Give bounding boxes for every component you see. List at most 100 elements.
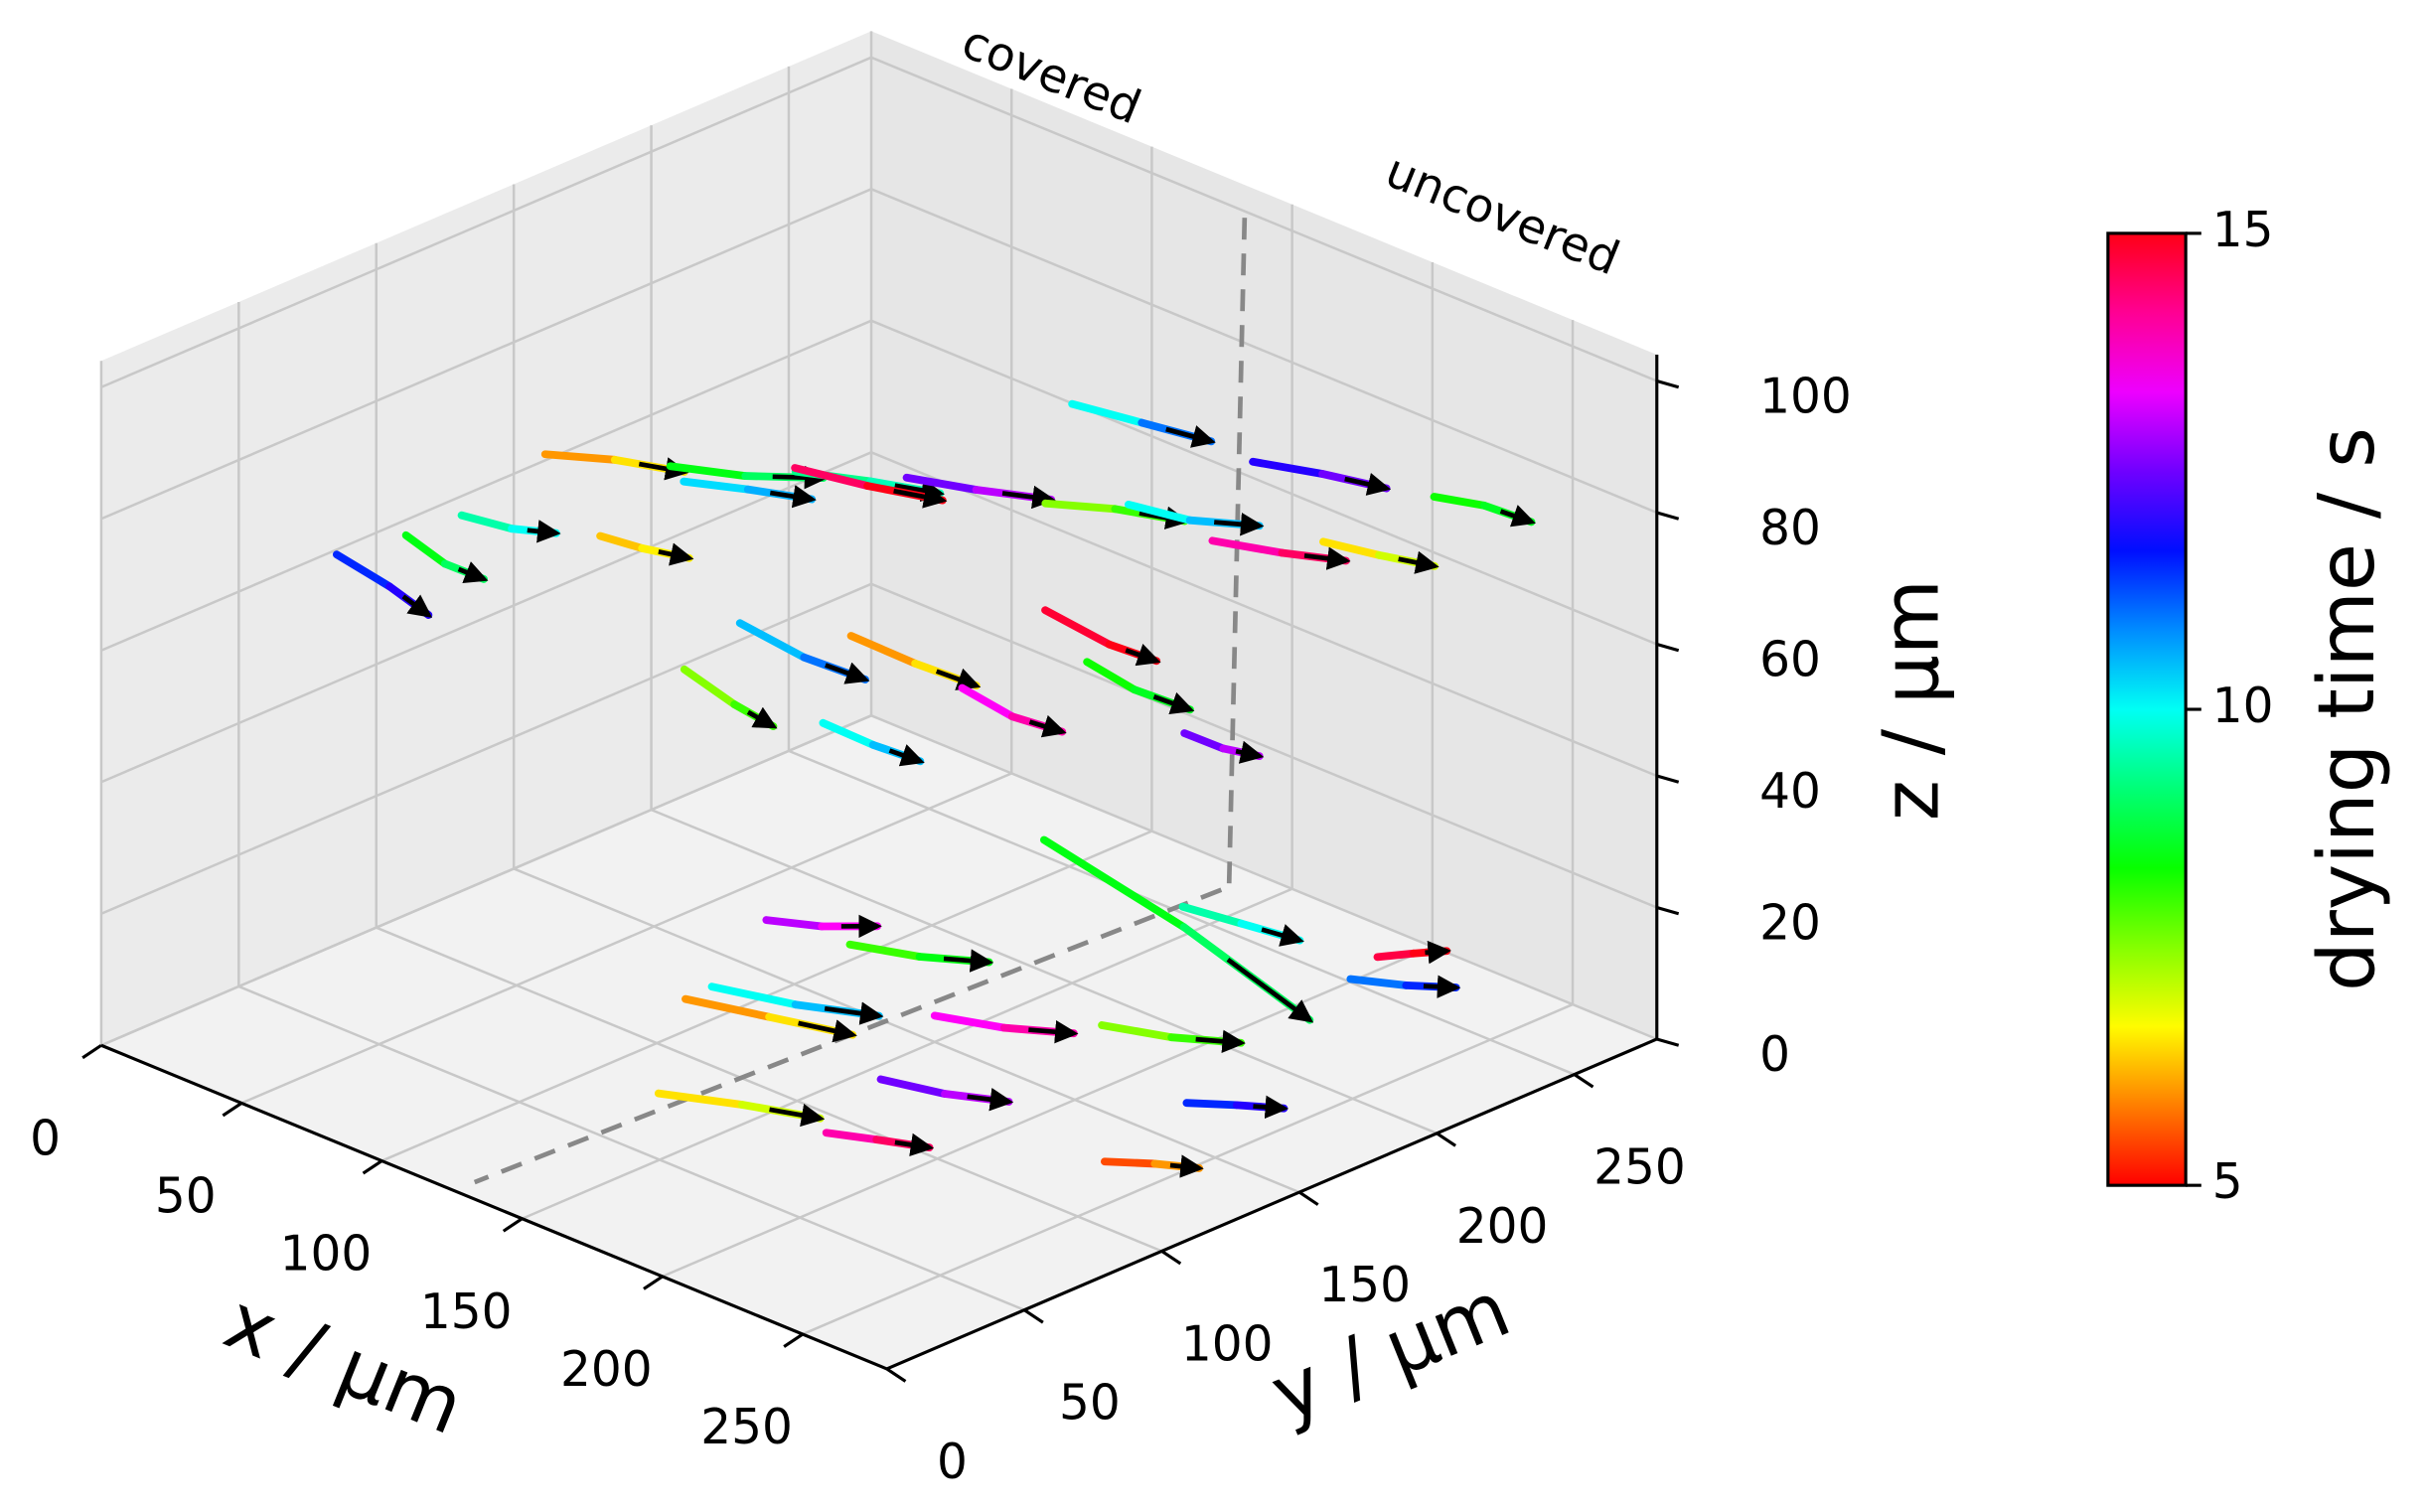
track-arrow <box>1125 643 1161 667</box>
z-tick-mark <box>1656 1037 1680 1047</box>
x-tick-mark <box>502 1217 524 1233</box>
track-arrow <box>1169 1154 1204 1178</box>
track-segment <box>930 1011 1008 1032</box>
track-segment <box>401 530 449 568</box>
track-segment <box>958 683 1016 721</box>
z-tick-mark <box>1656 511 1680 521</box>
z-tick-label: 100 <box>1759 369 1852 424</box>
y-tick-label: 250 <box>1593 1140 1686 1196</box>
track-segment <box>1083 658 1138 694</box>
grid-line <box>870 582 1658 909</box>
colorbar-label: drying time / s <box>2302 427 2392 991</box>
track-arrow <box>401 594 433 618</box>
track-arrow <box>746 706 778 729</box>
track-segment <box>1180 729 1228 753</box>
track-arrow <box>1425 940 1451 965</box>
track-segment <box>540 450 619 464</box>
track-arrow <box>1253 1095 1289 1120</box>
track-arrow <box>1423 975 1461 998</box>
track-segment <box>1068 399 1146 427</box>
track-arrow <box>825 662 870 684</box>
y-tick-mark <box>1573 1073 1594 1089</box>
track-arrow <box>1195 1029 1246 1053</box>
track-segment <box>1040 835 1188 932</box>
track-segment <box>1373 949 1418 962</box>
y-tick-label: 50 <box>1059 1376 1121 1432</box>
track-segment <box>1208 536 1287 557</box>
track-segment <box>1319 537 1383 559</box>
colorbar <box>2106 231 2188 1187</box>
wall-pane <box>100 31 872 1046</box>
track-segment <box>680 665 739 708</box>
grid-line <box>870 188 1658 515</box>
x-tick-label: 200 <box>560 1342 653 1398</box>
track-arrow <box>894 1133 935 1156</box>
y-tick-label: 100 <box>1181 1316 1274 1372</box>
track-segment <box>822 1129 881 1144</box>
z-tick-mark <box>1656 905 1680 916</box>
grid-line <box>240 772 1012 1105</box>
y-tick-mark <box>1023 1308 1044 1324</box>
track-arrow <box>1303 546 1351 570</box>
z-tick-label: 20 <box>1759 895 1821 951</box>
track-segment <box>762 916 827 931</box>
track-segment <box>1346 975 1411 989</box>
track-segment <box>707 983 800 1009</box>
grid-line <box>513 867 1300 1194</box>
x-tick-mark <box>222 1102 242 1118</box>
x-tick-label: 150 <box>420 1285 513 1340</box>
x-tick-mark <box>81 1043 102 1060</box>
y-tick-label: 200 <box>1456 1199 1549 1255</box>
track-segment <box>845 940 924 961</box>
x-tick-label: 0 <box>30 1111 61 1166</box>
x-tick-mark <box>643 1275 664 1290</box>
track-arrow <box>1165 425 1216 448</box>
grid-line <box>788 749 1576 1076</box>
grid-line <box>870 451 1658 778</box>
track-arrow <box>943 949 994 973</box>
track-arrow <box>888 744 925 767</box>
track-arrow <box>1398 550 1440 574</box>
track-arrow <box>1261 924 1304 947</box>
track-arrow <box>769 485 817 509</box>
track-arrow <box>798 1019 857 1043</box>
colorbar-tick-label: 10 <box>2212 679 2274 734</box>
grid-line <box>100 451 872 784</box>
track-segment <box>1125 500 1194 525</box>
track-arrow <box>1001 485 1056 510</box>
grid-line <box>100 56 872 388</box>
grid-line <box>100 188 872 521</box>
track-segment <box>1100 1157 1159 1168</box>
track-segment <box>1041 499 1120 514</box>
x-tick-label: 100 <box>280 1227 373 1283</box>
track-arrow <box>1235 740 1265 764</box>
grid-line <box>522 887 1293 1220</box>
y-tick-mark <box>1160 1250 1182 1266</box>
track-arrow <box>1344 472 1392 496</box>
grid-line <box>870 714 1658 1041</box>
track-segment <box>1430 493 1488 510</box>
y-tick-mark <box>885 1367 907 1383</box>
track-segment <box>819 718 877 749</box>
boundary-line <box>1226 218 1248 887</box>
track-arrow <box>967 1088 1014 1112</box>
track-arrow <box>824 1001 884 1025</box>
grid-line <box>376 926 1162 1253</box>
z-tick-label: 40 <box>1759 764 1821 820</box>
y-tick-label: 150 <box>1318 1258 1411 1313</box>
track-arrow <box>893 485 948 509</box>
grid-line <box>237 984 1025 1311</box>
track-segment <box>791 464 872 490</box>
grid-line <box>870 56 1658 382</box>
track-arrow <box>1214 513 1265 536</box>
track-arrow <box>1499 505 1536 528</box>
track-segment <box>1182 1099 1241 1110</box>
track-segment <box>902 473 981 494</box>
track-segment <box>680 477 752 494</box>
y-tick-mark <box>1436 1132 1456 1147</box>
z-axis-label: z / μm <box>1867 579 1957 821</box>
z-tick-label: 60 <box>1759 632 1821 687</box>
track-segment <box>457 511 516 533</box>
